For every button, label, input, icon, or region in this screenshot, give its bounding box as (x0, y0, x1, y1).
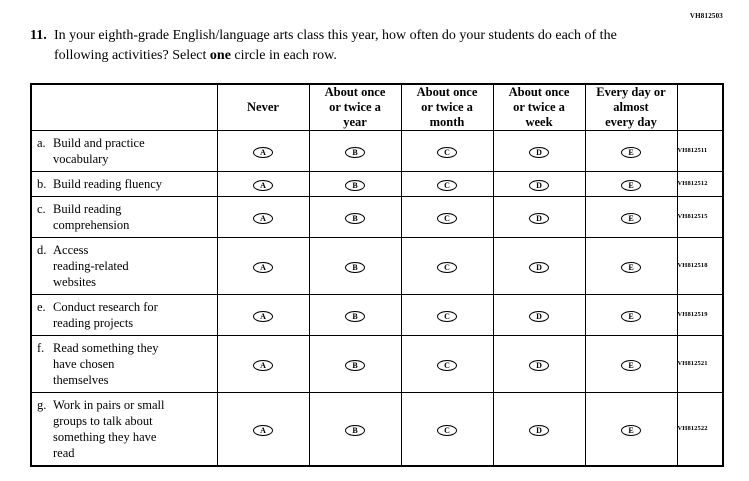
answer-bubble-everyday[interactable]: E (621, 425, 641, 437)
row-code: VH812519 (676, 293, 724, 336)
answer-bubble-never[interactable]: A (253, 425, 273, 437)
answer-bubble-year[interactable]: B (345, 180, 365, 192)
answer-bubble-year[interactable]: B (345, 213, 365, 225)
table-row-c: c. Build reading comprehension A B C D E… (30, 195, 724, 238)
answer-bubble-never[interactable]: A (253, 360, 273, 372)
row-letter: g. (37, 397, 47, 412)
answer-bubble-never[interactable]: A (253, 311, 273, 323)
column-header-every-day: Every day or almost every day (584, 83, 678, 131)
table-row-e: e. Conduct research for reading projects… (30, 293, 724, 336)
answer-bubble-year[interactable]: B (345, 262, 365, 274)
activity-frequency-table: Never About once or twice a year About o… (30, 82, 724, 467)
row-letter: d. (37, 242, 47, 257)
table-row-b: b. Build reading fluency A B C D E VH812… (30, 170, 724, 197)
question-text: In your eighth-grade English/language ar… (54, 26, 674, 67)
answer-bubble-week[interactable]: D (529, 147, 549, 159)
answer-bubble-everyday[interactable]: E (621, 360, 641, 372)
answer-bubble-month[interactable]: C (437, 311, 457, 323)
page-accession-code: VH812503 (689, 12, 723, 20)
column-header-never: Never (216, 83, 310, 131)
answer-bubble-week[interactable]: D (529, 262, 549, 274)
answer-bubble-never[interactable]: A (253, 180, 273, 192)
answer-bubble-month[interactable]: C (437, 180, 457, 192)
row-text: Conduct research for reading projects (53, 299, 158, 330)
row-label-column-header (30, 83, 218, 131)
row-text: Build reading comprehension (53, 201, 130, 232)
header-row: Never About once or twice a year About o… (30, 83, 724, 131)
answer-bubble-week[interactable]: D (529, 311, 549, 323)
row-text: Work in pairs or small groups to talk ab… (53, 397, 165, 460)
code-column-header (676, 83, 724, 131)
answer-bubble-everyday[interactable]: E (621, 180, 641, 192)
answer-bubble-month[interactable]: C (437, 425, 457, 437)
column-header-once-twice-week: About once or twice a week (492, 83, 586, 131)
row-text: Access reading-related websites (53, 242, 129, 289)
row-label: e. Conduct research for reading projects (32, 295, 217, 335)
table-row-g: g. Work in pairs or small groups to talk… (30, 391, 724, 467)
answer-bubble-everyday[interactable]: E (621, 147, 641, 159)
answer-bubble-week[interactable]: D (529, 180, 549, 192)
answer-bubble-week[interactable]: D (529, 213, 549, 225)
answer-bubble-everyday[interactable]: E (621, 213, 641, 225)
row-code: VH812522 (676, 391, 724, 467)
row-code: VH812511 (676, 129, 724, 172)
row-label: g. Work in pairs or small groups to talk… (32, 393, 217, 465)
question-bold-word: one (209, 48, 231, 64)
answer-bubble-year[interactable]: B (345, 360, 365, 372)
table-row-f: f. Read something they have chosen thems… (30, 334, 724, 393)
answer-bubble-month[interactable]: C (437, 360, 457, 372)
row-letter: b. (37, 176, 47, 191)
row-letter: a. (37, 135, 46, 150)
question-text-after: circle in each row. (230, 48, 337, 64)
question-number: 11. (30, 28, 47, 43)
answer-bubble-never[interactable]: A (253, 262, 273, 274)
answer-bubble-month[interactable]: C (437, 213, 457, 225)
answer-bubble-month[interactable]: C (437, 147, 457, 159)
table-row-d: d. Access reading-related websites A B C… (30, 236, 724, 295)
answer-bubble-year[interactable]: B (345, 425, 365, 437)
row-text: Read something they have chosen themselv… (53, 340, 159, 387)
row-code: VH812518 (676, 236, 724, 295)
table-row-a: a. Build and practice vocabulary A B C D… (30, 129, 724, 172)
answer-bubble-everyday[interactable]: E (621, 262, 641, 274)
question-text-before: In your eighth-grade English/language ar… (54, 28, 617, 64)
row-label: b. Build reading fluency (32, 172, 217, 196)
answer-bubble-year[interactable]: B (345, 311, 365, 323)
row-letter: e. (37, 299, 46, 314)
column-header-once-twice-year: About once or twice a year (308, 83, 402, 131)
column-header-once-twice-month: About once or twice a month (400, 83, 494, 131)
row-label: f. Read something they have chosen thems… (32, 336, 217, 392)
row-label: c. Build reading comprehension (32, 197, 217, 237)
row-text: Build reading fluency (53, 176, 162, 191)
row-letter: c. (37, 201, 46, 216)
answer-bubble-week[interactable]: D (529, 425, 549, 437)
row-code: VH812521 (676, 334, 724, 393)
row-text: Build and practice vocabulary (53, 135, 145, 166)
answer-bubble-never[interactable]: A (253, 213, 273, 225)
answer-bubble-month[interactable]: C (437, 262, 457, 274)
answer-bubble-year[interactable]: B (345, 147, 365, 159)
answer-bubble-never[interactable]: A (253, 147, 273, 159)
row-label: d. Access reading-related websites (32, 238, 217, 294)
answer-bubble-week[interactable]: D (529, 360, 549, 372)
row-letter: f. (37, 340, 45, 355)
row-code: VH812515 (676, 195, 724, 238)
row-code: VH812512 (676, 170, 724, 197)
answer-bubble-everyday[interactable]: E (621, 311, 641, 323)
row-label: a. Build and practice vocabulary (32, 131, 217, 171)
question-11: 11. In your eighth-grade English/languag… (30, 26, 690, 67)
